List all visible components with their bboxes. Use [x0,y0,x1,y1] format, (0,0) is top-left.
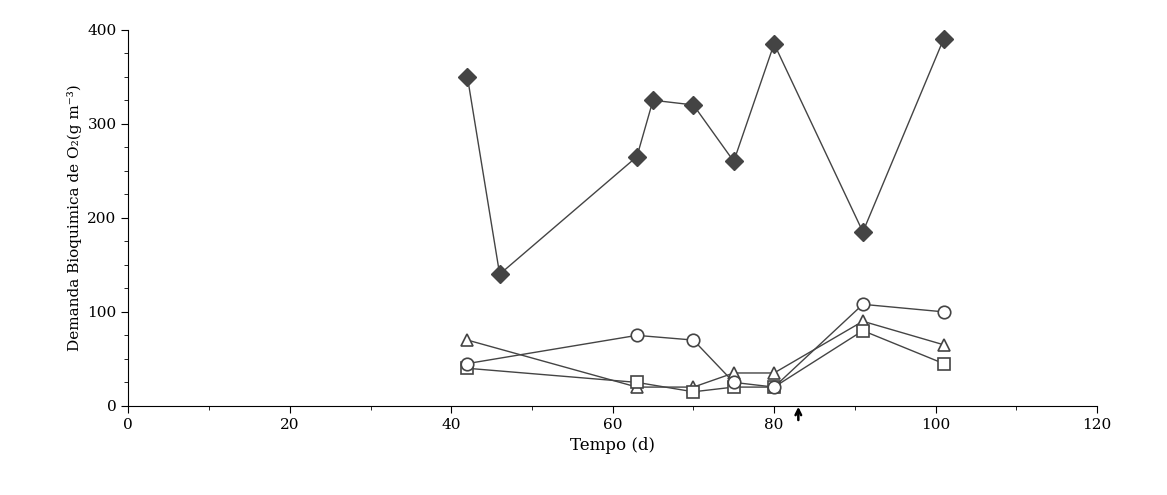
SAC C [727,370,741,376]
SAC V [767,384,781,390]
SAC C [767,370,781,376]
Line: SAC C: SAC C [461,315,950,394]
SAC E [937,360,951,366]
SAC E [630,380,644,386]
SAC V [855,301,869,307]
SAC V [460,360,474,366]
Line: SAC V: SAC V [461,298,950,394]
SAC V [686,337,700,343]
SAC V [727,380,741,386]
SAC C [460,337,474,343]
SAC E [767,384,781,390]
SAC V [937,309,951,315]
Afluente [767,41,781,47]
SAC C [630,384,644,390]
Line: SAC E: SAC E [461,324,950,398]
Afluente [492,271,506,277]
SAC E [686,389,700,395]
Afluente [647,98,661,103]
Afluente [855,229,869,235]
SAC C [855,318,869,324]
SAC E [460,365,474,371]
Y-axis label: Demanda Bioquimica de O₂(g m⁻³): Demanda Bioquimica de O₂(g m⁻³) [67,85,82,351]
SAC E [727,384,741,390]
Line: Afluente: Afluente [461,33,950,281]
Afluente [460,74,474,80]
SAC V [630,333,644,339]
Afluente [630,153,644,159]
Afluente [937,36,951,42]
SAC E [855,328,869,334]
SAC C [937,342,951,347]
SAC C [686,384,700,390]
Afluente [727,158,741,164]
Afluente [686,102,700,108]
X-axis label: Tempo (d): Tempo (d) [571,437,655,454]
